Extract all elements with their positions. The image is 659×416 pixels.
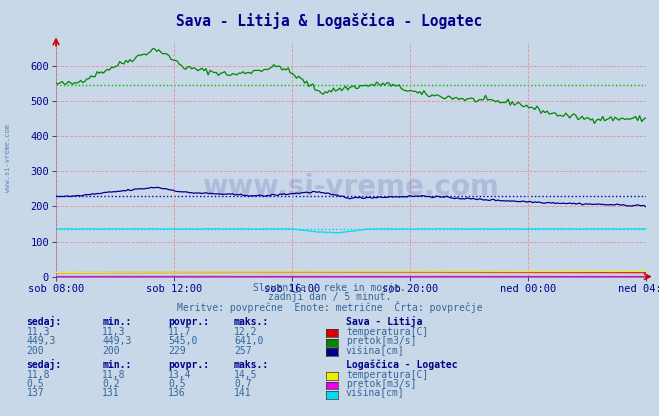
Text: sedaj:: sedaj: [26, 316, 61, 327]
Text: 0,5: 0,5 [168, 379, 186, 389]
Text: zadnji dan / 5 minut.: zadnji dan / 5 minut. [268, 292, 391, 302]
Text: 14,5: 14,5 [234, 370, 258, 380]
Text: 11,3: 11,3 [102, 327, 126, 337]
Text: maks.:: maks.: [234, 360, 269, 370]
Text: temperatura[C]: temperatura[C] [346, 370, 428, 380]
Text: 141: 141 [234, 389, 252, 399]
Text: temperatura[C]: temperatura[C] [346, 327, 428, 337]
Text: pretok[m3/s]: pretok[m3/s] [346, 379, 416, 389]
Text: 200: 200 [26, 346, 44, 356]
Text: www.si-vreme.com: www.si-vreme.com [202, 173, 500, 201]
Text: povpr.:: povpr.: [168, 317, 209, 327]
Text: 12,2: 12,2 [234, 327, 258, 337]
Text: min.:: min.: [102, 317, 132, 327]
Text: 0,2: 0,2 [102, 379, 120, 389]
Text: Meritve: povprečne  Enote: metrične  Črta: povprečje: Meritve: povprečne Enote: metrične Črta:… [177, 301, 482, 313]
Text: 545,0: 545,0 [168, 337, 198, 347]
Text: 449,3: 449,3 [102, 337, 132, 347]
Text: 0,5: 0,5 [26, 379, 44, 389]
Text: Slovenija / reke in morje.: Slovenija / reke in morje. [253, 283, 406, 293]
Text: pretok[m3/s]: pretok[m3/s] [346, 337, 416, 347]
Text: 449,3: 449,3 [26, 337, 56, 347]
Text: 641,0: 641,0 [234, 337, 264, 347]
Text: 200: 200 [102, 346, 120, 356]
Text: 229: 229 [168, 346, 186, 356]
Text: 0,7: 0,7 [234, 379, 252, 389]
Text: min.:: min.: [102, 360, 132, 370]
Text: Logaščica - Logatec: Logaščica - Logatec [346, 360, 457, 370]
Text: povpr.:: povpr.: [168, 360, 209, 370]
Text: 136: 136 [168, 389, 186, 399]
Text: Sava - Litija: Sava - Litija [346, 316, 422, 327]
Text: 257: 257 [234, 346, 252, 356]
Text: maks.:: maks.: [234, 317, 269, 327]
Text: 131: 131 [102, 389, 120, 399]
Text: sedaj:: sedaj: [26, 359, 61, 370]
Text: Sava - Litija & Logaščica - Logatec: Sava - Litija & Logaščica - Logatec [177, 12, 482, 29]
Text: 11,8: 11,8 [102, 370, 126, 380]
Text: višina[cm]: višina[cm] [346, 388, 405, 399]
Text: višina[cm]: višina[cm] [346, 345, 405, 356]
Text: 137: 137 [26, 389, 44, 399]
Text: www.si-vreme.com: www.si-vreme.com [5, 124, 11, 192]
Text: 13,4: 13,4 [168, 370, 192, 380]
Text: 11,8: 11,8 [26, 370, 50, 380]
Text: 11,3: 11,3 [26, 327, 50, 337]
Text: 11,7: 11,7 [168, 327, 192, 337]
